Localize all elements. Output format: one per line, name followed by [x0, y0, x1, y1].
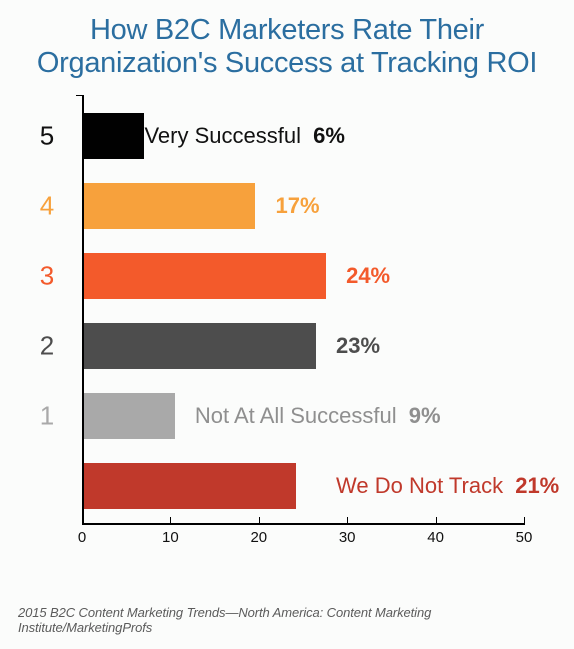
chart-rows: 5 Very Successful 6% 4 17% 3 24% 2 23% 1 Not At A… — [20, 101, 524, 523]
bar-percent: 9% — [409, 403, 441, 428]
bar-extra-text: Very Successful — [144, 123, 307, 148]
bar — [84, 393, 175, 439]
bar-extra-text: Not At All Successful — [195, 403, 403, 428]
chart-title: How B2C Marketers Rate Their Organizatio… — [0, 0, 574, 89]
x-tick-label: 50 — [516, 529, 533, 546]
bar-percent: 21% — [515, 473, 559, 498]
bar — [84, 463, 296, 509]
bar — [84, 253, 326, 299]
x-tick — [82, 517, 83, 525]
bar-value-label: We Do Not Track 21% — [336, 473, 559, 499]
x-tick-label: 40 — [427, 529, 444, 546]
bar-percent: 17% — [276, 193, 320, 218]
chart-row: 3 24% — [20, 241, 524, 311]
bar — [84, 183, 255, 229]
chart-row: 5 Very Successful 6% — [20, 101, 524, 171]
row-category-label: 1 — [20, 400, 74, 431]
row-category-label: 2 — [20, 330, 74, 361]
x-tick — [170, 517, 171, 525]
bar-percent: 24% — [346, 263, 390, 288]
bar-value-label: Very Successful 6% — [144, 123, 344, 149]
row-category-label: 3 — [20, 260, 74, 291]
chart-row: 2 23% — [20, 311, 524, 381]
bar — [84, 113, 144, 159]
bar-value-label: Not At All Successful 9% — [195, 403, 441, 429]
bar-value-label: 17% — [276, 193, 320, 219]
bar-percent: 23% — [336, 333, 380, 358]
bar-value-label: 24% — [346, 263, 390, 289]
x-tick — [259, 517, 260, 525]
bar-extra-text: We Do Not Track — [336, 473, 509, 498]
x-tick — [524, 517, 525, 525]
chart-row: 4 17% — [20, 171, 524, 241]
x-tick — [347, 517, 348, 525]
x-axis-ticks: 01020304050 — [82, 525, 524, 555]
bar-percent: 6% — [313, 123, 345, 148]
x-tick — [436, 517, 437, 525]
bar — [84, 323, 316, 369]
chart-area: 5 Very Successful 6% 4 17% 3 24% 2 23% 1 Not At A… — [20, 95, 554, 555]
x-tick-label: 0 — [78, 529, 86, 546]
x-tick-label: 20 — [250, 529, 267, 546]
bar-value-label: 23% — [336, 333, 380, 359]
x-tick-label: 30 — [339, 529, 356, 546]
chart-footnote: 2015 B2C Content Marketing Trends—North … — [18, 605, 556, 635]
row-category-label: 4 — [20, 190, 74, 221]
x-tick-label: 10 — [162, 529, 179, 546]
chart-row: 1 Not At All Successful 9% — [20, 381, 524, 451]
row-category-label: 5 — [20, 120, 74, 151]
chart-row: We Do Not Track 21% — [20, 451, 524, 521]
